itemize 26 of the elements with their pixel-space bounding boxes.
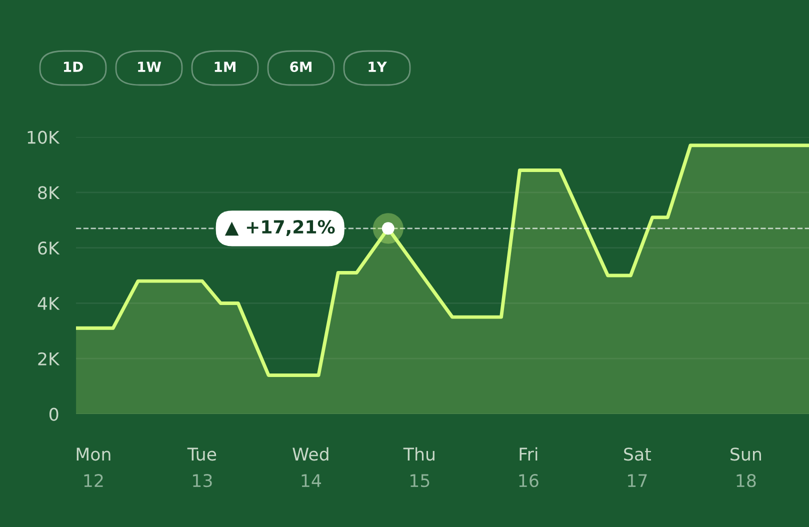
text: Thu <box>403 447 434 461</box>
x-tick-label: 14 <box>302 474 322 487</box>
y-tick-label: 10K <box>28 130 60 144</box>
y-tick-label: 8K <box>38 186 60 200</box>
y-tick-label: 2K <box>38 352 60 366</box>
text: Sun <box>730 448 761 461</box>
annotation: ▲ +17,21% <box>224 220 335 236</box>
text: 1D <box>64 62 83 72</box>
x-tick-label: 13 <box>193 474 212 488</box>
text: Sat <box>624 448 651 461</box>
text: Fri <box>520 447 538 460</box>
text: Tue <box>187 448 216 461</box>
x-tick-label: 18 <box>736 474 756 488</box>
x-tick-label: 15 <box>410 474 430 488</box>
text: 1Y <box>368 62 387 72</box>
text: 6M <box>290 62 312 72</box>
x-tick-label: 17 <box>628 474 647 487</box>
text: Mon <box>76 448 110 461</box>
x-tick-label: 16 <box>519 474 538 488</box>
x-tick-label: 12 <box>84 474 103 487</box>
text: Wed <box>292 447 328 461</box>
y-tick-label: 0 <box>49 408 58 421</box>
text: 1M <box>214 62 236 72</box>
y-tick-label: 4K <box>38 297 60 310</box>
text: 1W <box>138 62 162 72</box>
y-tick-label: 6K <box>38 242 60 255</box>
